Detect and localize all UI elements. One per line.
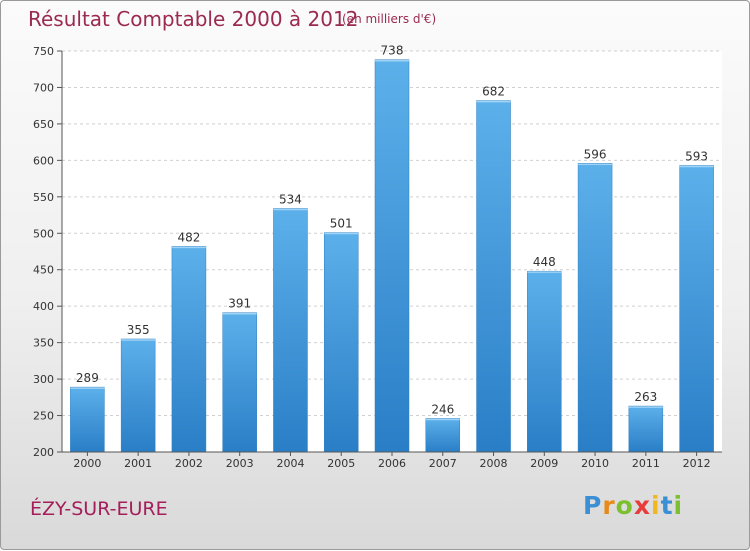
bar-2005 xyxy=(323,232,359,453)
x-tick-label-2008: 2008 xyxy=(480,457,508,470)
commune-name: ÉZY-SUR-EURE xyxy=(30,498,168,520)
x-tick-label-2011: 2011 xyxy=(632,457,660,470)
value-label-2009: 448 xyxy=(533,255,556,269)
bar-2001 xyxy=(120,338,156,453)
bar-2002 xyxy=(171,246,207,453)
x-tick-label-2010: 2010 xyxy=(581,457,609,470)
proxiti-logo: Proxiti xyxy=(583,491,683,520)
y-tick-label: 350 xyxy=(33,337,54,350)
y-tick-label: 750 xyxy=(33,45,54,58)
x-tick-label-2006: 2006 xyxy=(378,457,406,470)
y-tick-label: 650 xyxy=(33,118,54,131)
bar-2006 xyxy=(374,59,410,453)
logo-letter: i xyxy=(651,491,661,520)
y-tick-label: 200 xyxy=(33,446,54,459)
logo-letter: x xyxy=(633,491,651,520)
bar-2000 xyxy=(70,386,105,453)
x-tick-label-2004: 2004 xyxy=(276,457,304,470)
x-tick-label-2007: 2007 xyxy=(429,457,457,470)
logo-letter: r xyxy=(602,491,616,520)
x-tick-label-2009: 2009 xyxy=(530,457,558,470)
bar-2012 xyxy=(679,165,714,453)
bars xyxy=(70,59,714,453)
y-tick-label: 600 xyxy=(33,154,54,167)
value-label-2012: 593 xyxy=(685,149,708,163)
value-label-2000: 289 xyxy=(76,371,99,385)
value-label-2004: 534 xyxy=(279,192,302,206)
bar-2003 xyxy=(222,312,257,453)
y-tick-label: 250 xyxy=(33,410,54,423)
bar-2008 xyxy=(476,100,511,453)
value-label-2010: 596 xyxy=(584,147,607,161)
axes: 200 250 300 350 400 450 500 550 600 650 700 750 2000… xyxy=(33,45,722,470)
x-tick-label-2001: 2001 xyxy=(124,457,152,470)
value-label-2002: 482 xyxy=(177,230,200,244)
x-tick-label-2003: 2003 xyxy=(226,457,254,470)
logo-letter: o xyxy=(615,491,634,520)
y-tick-label: 450 xyxy=(33,264,54,277)
chart-title: Résultat Comptable 2000 à 2012 xyxy=(28,7,359,31)
bar-2010 xyxy=(577,163,613,453)
value-label-2005: 501 xyxy=(330,217,353,231)
value-label-2001: 355 xyxy=(127,323,150,337)
x-tick-label-2005: 2005 xyxy=(327,457,355,470)
chart-subtitle: (en milliers d'€) xyxy=(342,12,437,26)
bar-2009 xyxy=(527,270,562,453)
y-tick-label: 500 xyxy=(33,227,54,240)
y-tick-label: 550 xyxy=(33,191,54,204)
value-label-2006: 738 xyxy=(381,44,404,58)
y-tick-label: 300 xyxy=(33,373,54,386)
logo-letter: P xyxy=(583,491,603,520)
value-label-2011: 263 xyxy=(634,390,657,404)
data-labels: 289 355 482 391 534 501 738 246 682 448 596 263 593 xyxy=(76,44,708,417)
value-label-2008: 682 xyxy=(482,85,505,99)
y-tick-label: 400 xyxy=(33,300,54,313)
value-label-2003: 391 xyxy=(228,297,251,311)
bar-2007 xyxy=(425,418,461,453)
y-tick-label: 700 xyxy=(33,81,54,94)
logo-letter: i xyxy=(673,491,684,520)
logo-letter: t xyxy=(660,491,674,520)
x-tick-label-2002: 2002 xyxy=(175,457,203,470)
bar-2011 xyxy=(628,405,664,453)
bar-2004 xyxy=(273,208,308,453)
value-label-2007: 246 xyxy=(431,402,454,416)
x-tick-label-2000: 2000 xyxy=(73,457,101,470)
x-tick-label-2012: 2012 xyxy=(683,457,711,470)
